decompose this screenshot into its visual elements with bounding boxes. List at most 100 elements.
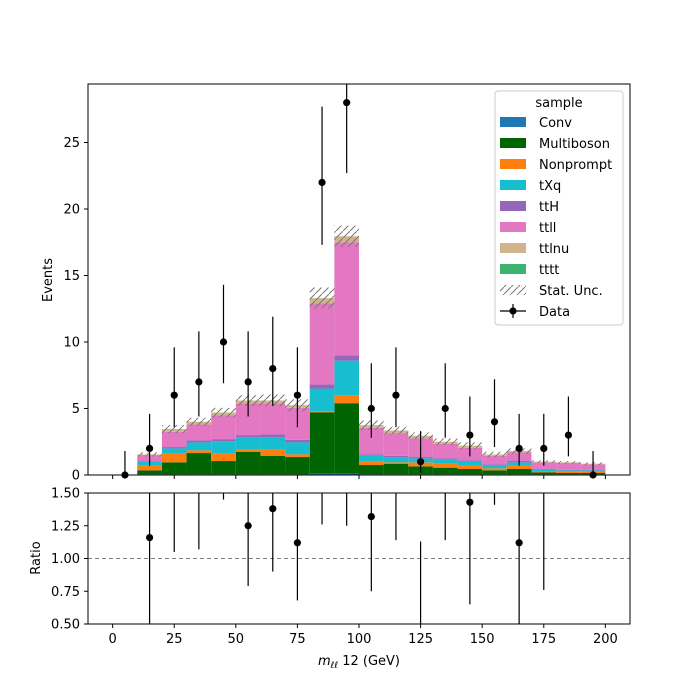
bar-multiboson-8 — [334, 403, 359, 474]
stat-unc-1 — [161, 425, 187, 434]
legend-swatch-conv — [500, 117, 526, 127]
bar-conv-8 — [334, 473, 359, 475]
bar-nonprompt-8 — [334, 395, 359, 404]
ratio-axes-frame — [87, 492, 631, 625]
ratio-xtick-label-5: 125 — [408, 632, 433, 647]
main-ytick-label-3: 15 — [63, 269, 80, 284]
bar-tth-12 — [432, 458, 458, 460]
data-point-4 — [219, 338, 228, 346]
data-point-15 — [490, 418, 499, 426]
data-point-13 — [441, 404, 449, 413]
bar-nonprompt-3 — [211, 453, 236, 462]
bar-multiboson-15 — [506, 469, 532, 475]
bar-txq-16 — [531, 469, 557, 472]
bar-nonprompt-7 — [309, 411, 335, 413]
bar-nonprompt-6 — [285, 454, 310, 458]
bar-txq-8 — [334, 360, 359, 396]
legend-box — [494, 90, 624, 326]
legend-title: sample — [535, 96, 582, 111]
legend-label-ttll: ttll — [539, 221, 556, 236]
bar-tth-16 — [531, 469, 557, 470]
bar-ttll-12 — [432, 443, 458, 459]
ratio-xtick-label-8: 200 — [593, 632, 618, 647]
main-ytick-label-2: 10 — [63, 336, 80, 351]
bar-txq-3 — [211, 441, 236, 454]
ratio-ytick-label-1: 0.75 — [51, 585, 80, 600]
legend-label-tth: ttH — [539, 200, 559, 215]
data-point-12 — [416, 458, 425, 466]
legend-label-nonprompt: Nonprompt — [539, 158, 612, 173]
data-point-2 — [170, 391, 178, 399]
bar-ttll-17 — [556, 463, 581, 470]
legend-swatch-stat-unc — [500, 285, 526, 295]
legend-swatch-txq — [500, 180, 526, 190]
bar-multiboson-0 — [137, 470, 162, 475]
bar-tth-13 — [457, 460, 483, 462]
legend-label-ttlnu: ttlnu — [539, 242, 569, 257]
stat-unc-7 — [309, 287, 335, 309]
ratio-xtick-label-4: 100 — [347, 632, 372, 647]
ratio-xtick-label-1: 25 — [166, 632, 183, 647]
legend-swatch-ttlnu — [500, 243, 526, 253]
bar-nonprompt-16 — [531, 471, 557, 473]
bar-txq-9 — [359, 455, 384, 462]
bar-tth-7 — [309, 384, 335, 389]
bar-ttll-5 — [260, 403, 286, 435]
main-ytick-label-4: 20 — [63, 203, 80, 218]
data-point-7 — [293, 391, 302, 399]
x-axis-label: mℓℓ 12 (GeV) — [318, 654, 400, 671]
ratio-point-0 — [145, 533, 154, 542]
data-point-5 — [244, 378, 252, 386]
bar-multiboson-3 — [211, 461, 236, 475]
ratio-xtick-label-6: 150 — [470, 632, 495, 647]
bar-nonprompt-1 — [161, 453, 187, 463]
main-x-ticks — [112, 475, 606, 479]
bar-multiboson-7 — [309, 412, 335, 474]
bar-nonprompt-5 — [260, 449, 286, 456]
legend: sample Conv Multiboson Nonprompt tXq ttH ttll… — [494, 90, 624, 326]
ratio-ytick-label-3: 1.25 — [51, 519, 80, 534]
bar-multiboson-10 — [383, 463, 409, 475]
bar-tth-17 — [556, 469, 581, 471]
main-ytick-label-1: 5 — [72, 402, 80, 417]
bar-tth-14 — [482, 464, 507, 466]
bar-multiboson-5 — [260, 455, 286, 475]
data-point-11 — [392, 391, 400, 399]
data-point-18 — [564, 431, 573, 439]
data-point-9 — [343, 99, 351, 107]
bar-multiboson-17 — [556, 473, 581, 475]
bar-tth-10 — [383, 455, 409, 458]
ratio-point-5 — [466, 498, 474, 506]
bar-txq-4 — [235, 437, 261, 450]
data-point-16 — [515, 444, 523, 453]
main-y-ticks: 0 5 10 15 20 25 — [63, 136, 88, 484]
ratio-ytick-label-0: 0.50 — [51, 618, 80, 633]
stat-unc-10 — [383, 426, 409, 435]
bar-ttll-7 — [309, 303, 335, 385]
bar-nonprompt-17 — [556, 471, 581, 474]
bar-tth-5 — [260, 434, 286, 438]
bar-tth-6 — [285, 439, 310, 443]
ratio-point-4 — [367, 512, 375, 521]
bar-nonprompt-10 — [383, 462, 409, 464]
legend-swatch-multiboson — [500, 138, 526, 148]
bar-nonprompt-13 — [457, 465, 483, 470]
bar-tth-9 — [359, 454, 384, 456]
ratio-ytick-label-4: 1.50 — [51, 487, 80, 502]
ratio-points — [145, 498, 523, 547]
bar-multiboson-6 — [285, 457, 310, 475]
bar-nonprompt-9 — [359, 461, 384, 466]
bar-multiboson-1 — [161, 462, 187, 475]
bar-ttll-10 — [383, 433, 409, 456]
bar-nonprompt-14 — [482, 468, 507, 471]
legend-label-multiboson: Multiboson — [539, 137, 610, 152]
stat-unc-12 — [432, 438, 458, 446]
bar-multiboson-13 — [457, 469, 483, 475]
main-panel: 0 5 10 15 20 25 Events — [41, 83, 631, 484]
bar-txq-10 — [383, 457, 409, 463]
ratio-xtick-label-2: 50 — [228, 632, 245, 647]
legend-data-marker — [509, 307, 517, 315]
legend-label-txq: tXq — [539, 179, 561, 194]
bar-txq-17 — [556, 470, 581, 472]
legend-swatch-tth — [500, 201, 526, 211]
